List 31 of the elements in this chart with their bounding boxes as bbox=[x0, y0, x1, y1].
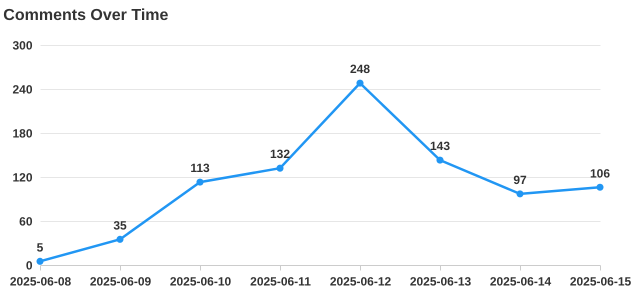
chart-title: Comments Over Time bbox=[3, 7, 169, 24]
point bbox=[356, 80, 364, 87]
point bbox=[516, 190, 524, 198]
point bbox=[276, 164, 284, 172]
point bbox=[116, 236, 124, 243]
data-label: 35 bbox=[113, 218, 127, 232]
y-tick-label: 60 bbox=[19, 214, 33, 228]
data-label: 113 bbox=[190, 161, 210, 176]
point bbox=[36, 258, 44, 265]
x-tick-label: 2025-06-12 bbox=[330, 274, 392, 288]
x-tick-label: 2025-06-11 bbox=[250, 274, 312, 288]
x-tick-label: 2025-06-13 bbox=[410, 274, 472, 288]
data-label: 97 bbox=[513, 172, 527, 187]
y-tick-label: 180 bbox=[12, 126, 33, 140]
point bbox=[596, 184, 604, 191]
x-tick-label: 2025-06-14 bbox=[490, 274, 552, 288]
x-tick-label: 2025-06-08 bbox=[10, 274, 72, 288]
x-tick-label: 2025-06-15 bbox=[570, 274, 632, 288]
data-label: 143 bbox=[430, 139, 450, 154]
y-tick-label: 120 bbox=[12, 170, 33, 184]
data-label: 106 bbox=[590, 166, 610, 180]
data-label: 132 bbox=[270, 147, 290, 162]
x-tick-label: 2025-06-10 bbox=[170, 274, 232, 288]
y-tick-label: 300 bbox=[12, 38, 33, 52]
y-tick-label: 240 bbox=[12, 82, 33, 96]
point bbox=[196, 178, 204, 186]
y-tick-label: 0 bbox=[26, 258, 33, 272]
x-tick-label: 2025-06-09 bbox=[90, 274, 152, 288]
data-label: 248 bbox=[350, 62, 370, 76]
point bbox=[436, 156, 444, 164]
data-label: 5 bbox=[36, 240, 44, 254]
